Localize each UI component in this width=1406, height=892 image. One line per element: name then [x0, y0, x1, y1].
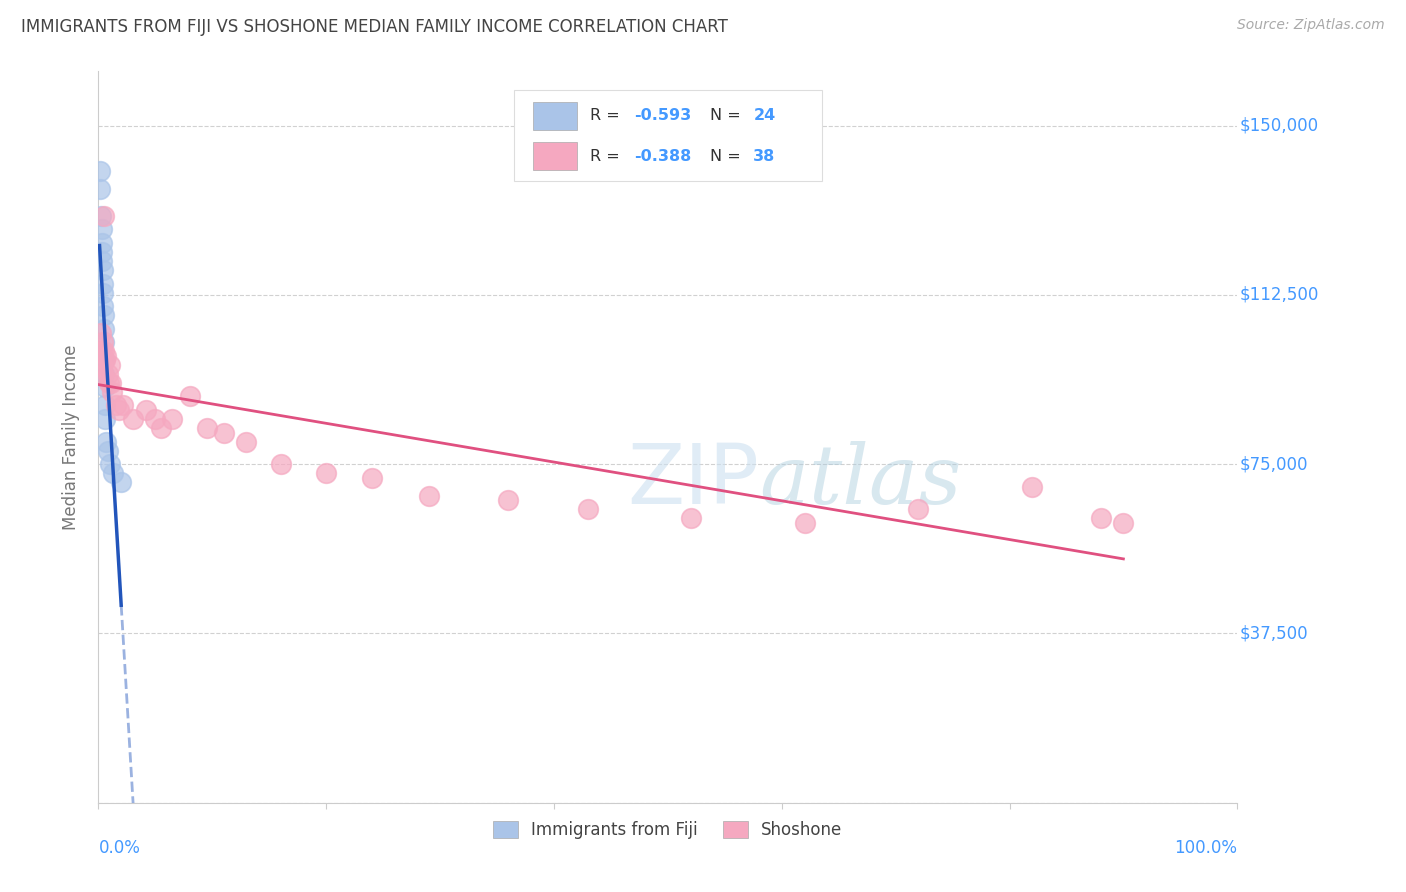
Point — [98, 358, 121, 372]
Text: $150,000: $150,000 — [1240, 117, 1319, 135]
Text: 100.0%: 100.0% — [1174, 839, 1237, 857]
Point — [576, 502, 599, 516]
Point — [1090, 511, 1112, 525]
Text: $112,500: $112,500 — [1240, 285, 1319, 304]
Text: R =: R = — [591, 109, 626, 123]
Text: atlas: atlas — [759, 441, 962, 521]
Point — [498, 493, 520, 508]
Point — [112, 399, 135, 413]
Point — [315, 466, 337, 480]
Point — [907, 502, 929, 516]
Point — [96, 434, 118, 449]
Point — [94, 412, 117, 426]
Text: R =: R = — [591, 149, 626, 164]
Point — [93, 322, 115, 336]
Point — [1112, 516, 1135, 530]
Point — [179, 389, 201, 403]
Y-axis label: Median Family Income: Median Family Income — [62, 344, 80, 530]
Text: -0.388: -0.388 — [634, 149, 690, 164]
Point — [1021, 480, 1043, 494]
Point — [270, 457, 292, 471]
Point — [101, 384, 124, 399]
Point — [235, 434, 257, 449]
Point — [90, 254, 112, 268]
Point — [90, 235, 112, 250]
Point — [93, 344, 115, 359]
Point — [93, 335, 115, 350]
Point — [93, 367, 115, 381]
Point — [91, 367, 114, 381]
Point — [94, 353, 117, 368]
Point — [94, 399, 117, 413]
Point — [145, 412, 167, 426]
Point — [679, 511, 702, 525]
FancyBboxPatch shape — [533, 143, 576, 170]
Point — [793, 516, 815, 530]
FancyBboxPatch shape — [533, 102, 576, 130]
Point — [91, 299, 114, 313]
Point — [90, 244, 112, 259]
Point — [98, 457, 121, 471]
Text: $37,500: $37,500 — [1240, 624, 1308, 642]
Point — [121, 412, 143, 426]
Point — [195, 421, 218, 435]
Text: $75,000: $75,000 — [1240, 455, 1308, 473]
Point — [162, 412, 184, 426]
Point — [96, 443, 118, 458]
Text: 24: 24 — [754, 109, 776, 123]
Text: Source: ZipAtlas.com: Source: ZipAtlas.com — [1237, 18, 1385, 32]
Point — [96, 367, 118, 381]
Point — [94, 380, 117, 394]
Text: -0.593: -0.593 — [634, 109, 690, 123]
Point — [91, 285, 114, 300]
Point — [89, 163, 111, 178]
Point — [108, 403, 131, 417]
Point — [110, 475, 132, 490]
Text: IMMIGRANTS FROM FIJI VS SHOSHONE MEDIAN FAMILY INCOME CORRELATION CHART: IMMIGRANTS FROM FIJI VS SHOSHONE MEDIAN … — [21, 18, 728, 36]
Point — [360, 471, 382, 485]
Point — [91, 335, 114, 350]
Point — [93, 209, 115, 223]
Point — [212, 425, 235, 440]
Point — [91, 263, 114, 277]
Text: ZIP: ZIP — [627, 441, 759, 522]
Point — [104, 399, 127, 413]
Point — [90, 358, 112, 372]
Point — [418, 489, 440, 503]
FancyBboxPatch shape — [515, 90, 821, 181]
Point — [103, 466, 125, 480]
Point — [150, 421, 173, 435]
Point — [91, 277, 114, 291]
Point — [90, 222, 112, 236]
Point — [90, 209, 112, 223]
Point — [100, 376, 122, 390]
Point — [90, 326, 112, 341]
Point — [89, 182, 111, 196]
Text: N =: N = — [710, 149, 745, 164]
Text: 0.0%: 0.0% — [98, 839, 141, 857]
Legend: Immigrants from Fiji, Shoshone: Immigrants from Fiji, Shoshone — [486, 814, 849, 846]
Point — [135, 403, 157, 417]
Point — [93, 353, 115, 368]
Point — [90, 344, 112, 359]
Point — [96, 349, 118, 363]
Point — [93, 308, 115, 322]
Text: 38: 38 — [754, 149, 776, 164]
Point — [97, 376, 120, 390]
Text: N =: N = — [710, 109, 745, 123]
